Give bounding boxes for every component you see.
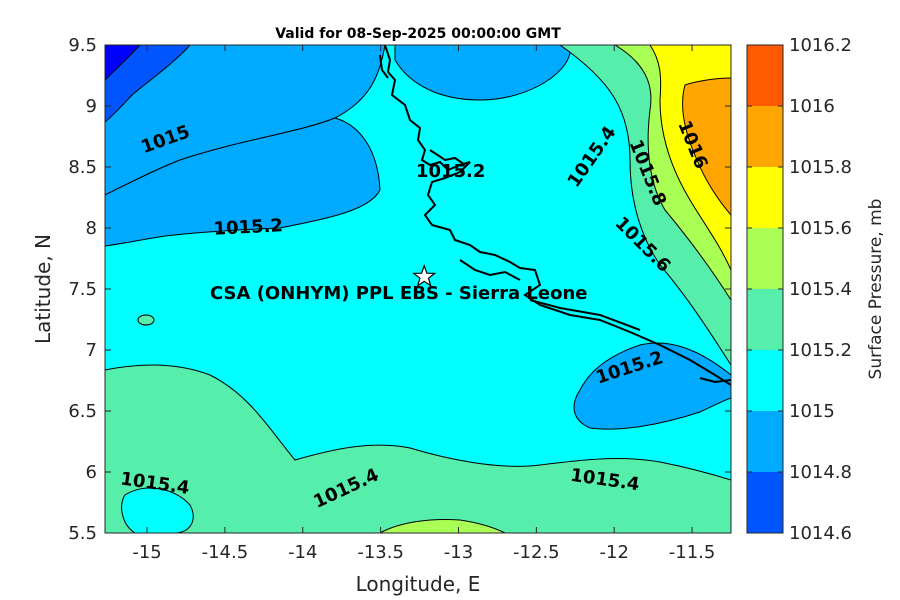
y-tick-label: 6.5 <box>68 401 97 422</box>
y-tick-label: 6 <box>86 462 97 483</box>
map-title: Valid for 08-Sep-2025 00:00:00 GMT <box>275 26 561 42</box>
y-axis-label: Latitude, N <box>31 234 55 344</box>
colorbar-swatch <box>747 167 783 228</box>
contour-label: 1015.2 <box>213 215 283 240</box>
band-1015-north <box>394 45 571 101</box>
x-tick-label: -12 <box>600 542 629 563</box>
colorbar-tick-label: 1015 <box>789 401 835 422</box>
band-1015-southeast <box>573 342 731 430</box>
x-tick-label: -11.5 <box>669 542 716 563</box>
colorbar-tick-label: 1015.2 <box>789 340 852 361</box>
colorbar-tick-label: 1016 <box>789 96 835 117</box>
x-tick-label: -13 <box>444 542 473 563</box>
colorbar-swatch <box>747 289 783 350</box>
site-label: CSA (ONHYM) PPL EBS - Sierra Leone <box>210 283 587 304</box>
colorbar-tick-label: 1015.6 <box>789 218 852 239</box>
colorbar-label: Surface Pressure, mb <box>866 199 886 380</box>
colorbar: 1016.2 1016 1015.8 1015.6 1015.4 1015.2 1015 10… <box>746 35 852 544</box>
y-tick-label: 8.5 <box>68 157 97 178</box>
y-tick-label: 9.5 <box>68 35 97 56</box>
y-tick-label: 7 <box>86 340 97 361</box>
site-marker: CSA (ONHYM) PPL EBS - Sierra Leone <box>210 264 587 304</box>
colorbar-tick-label: 1015.4 <box>789 279 852 300</box>
band-1015-2-west <box>105 117 381 247</box>
colorbar-swatch <box>747 411 783 472</box>
closed-contour <box>137 314 155 326</box>
x-tick-label: -12.5 <box>513 542 560 563</box>
x-axis-label: Longitude, E <box>356 572 481 596</box>
colorbar-tick-label: 1015.8 <box>789 157 852 178</box>
band-1015-6-south <box>379 519 506 533</box>
y-tick-label: 7.5 <box>68 279 97 300</box>
colorbar-swatch <box>747 228 783 289</box>
colorbar-swatch <box>747 106 783 167</box>
colorbar-tick-label: 1014.6 <box>789 523 852 544</box>
star-icon <box>412 264 437 288</box>
y-axis: 9.5 9 8.5 8 7.5 7 6.5 6 5.5 <box>68 35 731 544</box>
band-1014-8 <box>105 45 191 123</box>
colorbar-tick-label: 1016.2 <box>789 35 852 56</box>
x-tick-label: -14.5 <box>202 542 249 563</box>
coastline <box>379 45 731 386</box>
colorbar-swatch <box>747 472 783 533</box>
x-tick-label: -15 <box>132 542 161 563</box>
x-axis: -15 -14.5 -14 -13.5 -13 -12.5 -12 -11.5 <box>132 45 715 563</box>
x-tick-label: -13.5 <box>357 542 404 563</box>
contour-label: 1015.2 <box>416 161 485 182</box>
band-1016-east <box>682 77 731 216</box>
band-1015-2-southwest <box>121 487 194 533</box>
colorbar-swatch <box>747 350 783 411</box>
y-tick-label: 9 <box>86 96 97 117</box>
colorbar-swatch <box>747 45 783 106</box>
y-tick-label: 5.5 <box>68 523 97 544</box>
colorbar-tick-label: 1014.8 <box>789 462 852 483</box>
x-tick-label: -14 <box>288 542 317 563</box>
y-tick-label: 8 <box>86 218 97 239</box>
band-1015-4-south <box>105 364 731 533</box>
